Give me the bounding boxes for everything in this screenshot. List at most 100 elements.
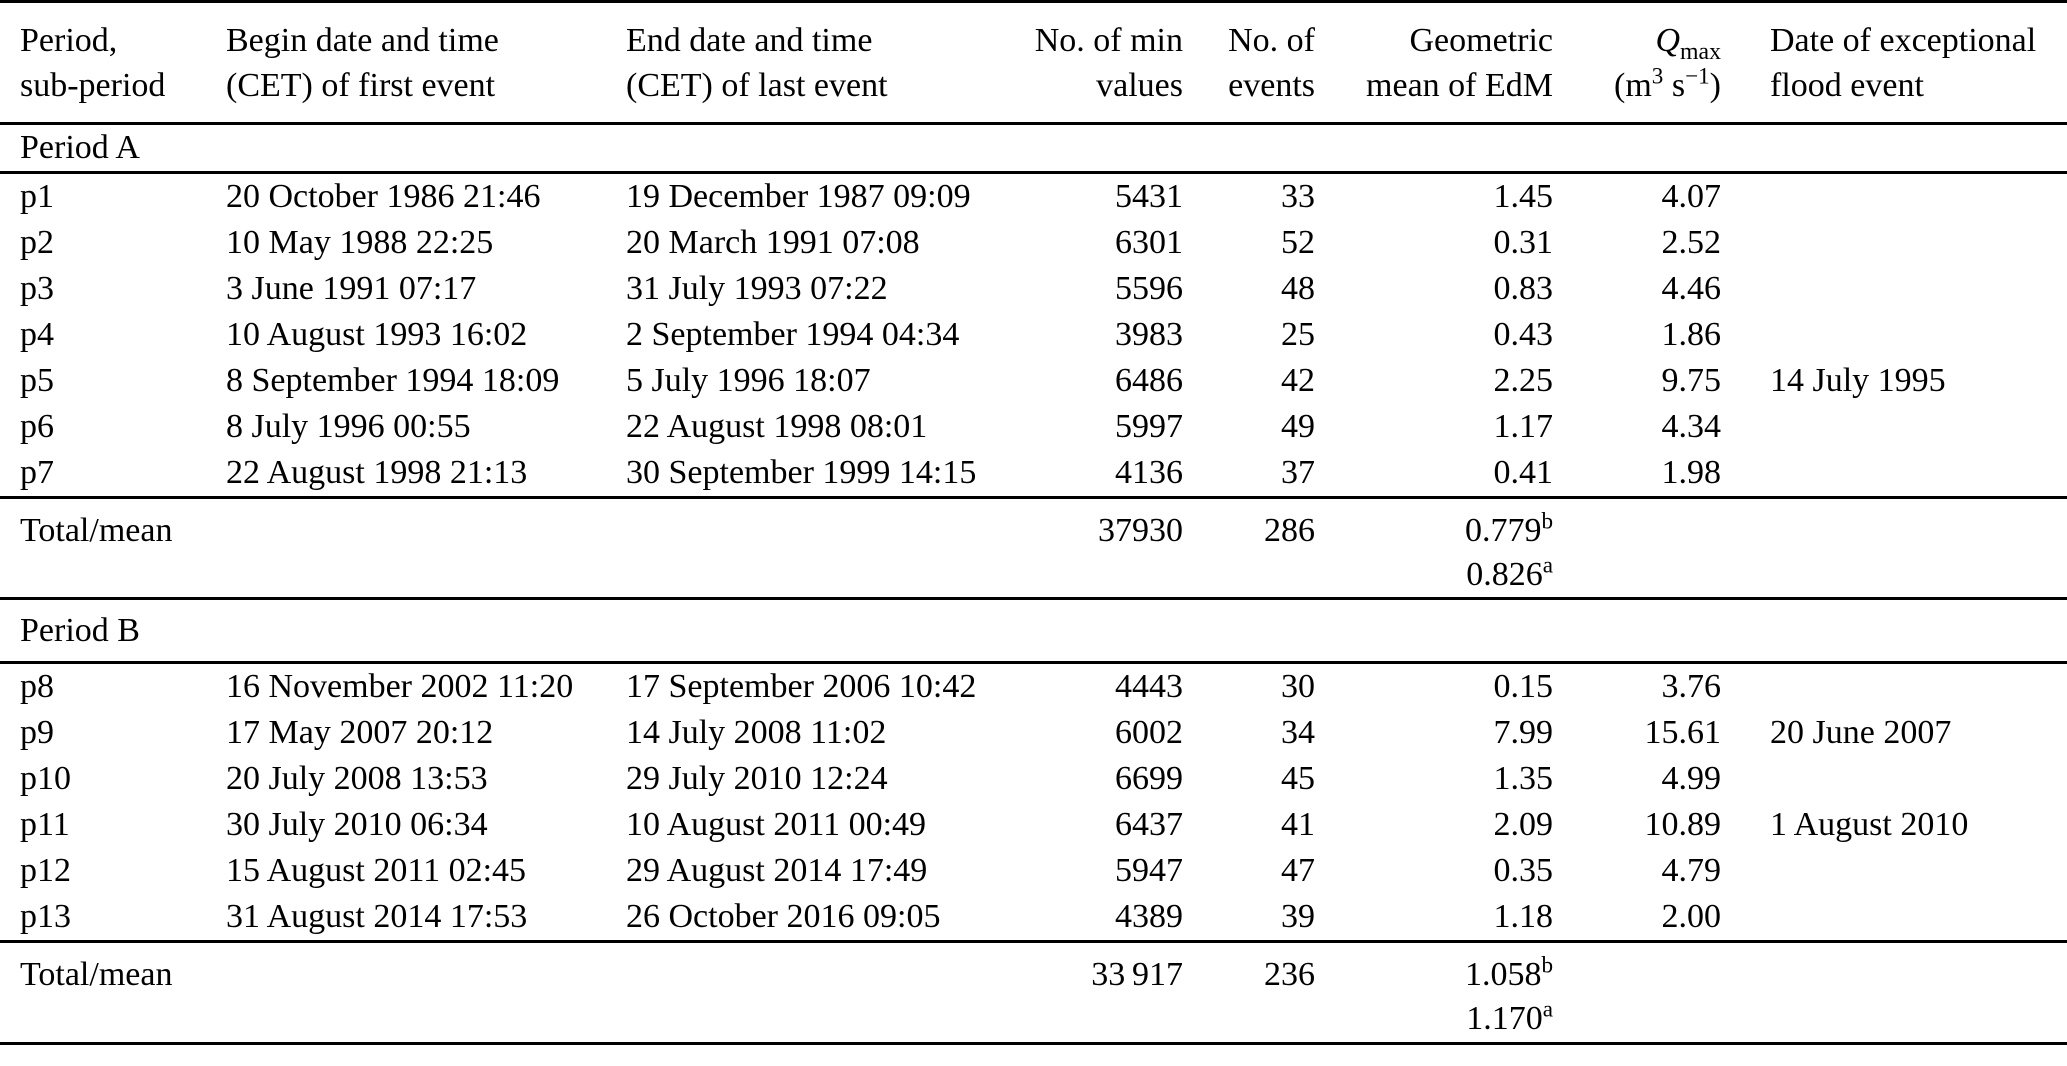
cell-end-date: 19 December 1987 09:09 bbox=[626, 178, 971, 215]
table-header: Period, sub-period Begin date and time (… bbox=[0, 2, 2067, 124]
cell-edm: 0.43 bbox=[1493, 316, 1554, 353]
cell-end-date: 17 September 2006 10:42 bbox=[626, 668, 977, 705]
cell-end-date: 5 July 1996 18:07 bbox=[626, 362, 871, 399]
cell-min-values: 4389 bbox=[1115, 898, 1183, 935]
total-edm-value-b: 1.058 bbox=[1464, 956, 1542, 993]
total-edm-line2: 1.170a bbox=[1316, 997, 1553, 1041]
qmax-unit-mid: s bbox=[1663, 66, 1686, 104]
section-title-period-a: Period A bbox=[20, 129, 140, 166]
cell-events: 47 bbox=[1281, 852, 1315, 889]
cell-period: p4 bbox=[20, 316, 54, 353]
cell-flood-date bbox=[1721, 663, 2067, 711]
total-qmax-cell bbox=[1553, 498, 1721, 599]
cell-period: p13 bbox=[20, 898, 71, 935]
cell-period: p10 bbox=[20, 760, 71, 797]
cell-flood-date bbox=[1721, 450, 2067, 498]
cell-qmax: 4.99 bbox=[1661, 760, 1722, 797]
cell-qmax: 4.79 bbox=[1661, 852, 1722, 889]
table-row: p10 20 July 2008 13:53 29 July 2010 12:2… bbox=[0, 756, 2067, 802]
cell-min-values: 5431 bbox=[1115, 178, 1183, 215]
total-edm-sup-b: b bbox=[1541, 952, 1553, 979]
table-row: p5 8 September 1994 18:09 5 July 1996 18… bbox=[0, 358, 2067, 404]
cell-events: 42 bbox=[1281, 362, 1315, 399]
qmax-unit-open: (m bbox=[1614, 66, 1652, 104]
cell-qmax: 9.75 bbox=[1661, 362, 1722, 399]
total-label: Total/mean bbox=[20, 512, 173, 549]
cell-events: 49 bbox=[1281, 408, 1315, 445]
cell-begin-date: 22 August 1998 21:13 bbox=[226, 454, 528, 491]
header-geometric-line2: mean of EdM bbox=[1366, 66, 1553, 104]
cell-flood-date bbox=[1721, 173, 2067, 221]
header-begin-line2: (CET) of first event bbox=[226, 66, 496, 104]
cell-edm: 1.35 bbox=[1493, 760, 1554, 797]
section-b-title: Period B bbox=[0, 599, 2067, 663]
total-flood-cell bbox=[1721, 498, 2067, 599]
table-row: p12 15 August 2011 02:45 29 August 2014 … bbox=[0, 848, 2067, 894]
cell-qmax: 4.34 bbox=[1661, 408, 1722, 445]
total-edm-line1: 0.779b bbox=[1316, 509, 1553, 553]
cell-period: p3 bbox=[20, 270, 54, 307]
cell-min-values: 4443 bbox=[1115, 668, 1183, 705]
cell-edm: 1.17 bbox=[1493, 408, 1554, 445]
total-label: Total/mean bbox=[20, 956, 173, 993]
cell-flood-date bbox=[1721, 894, 2067, 942]
total-min-values: 37930 bbox=[1098, 512, 1183, 549]
cell-min-values: 5596 bbox=[1115, 270, 1183, 307]
cell-end-date: 30 September 1999 14:15 bbox=[626, 454, 977, 491]
cell-min-values: 6301 bbox=[1115, 224, 1183, 261]
cell-min-values: 6699 bbox=[1115, 760, 1183, 797]
total-edm-sup-a: a bbox=[1542, 552, 1553, 579]
cell-min-values: 4136 bbox=[1115, 454, 1183, 491]
total-end-cell bbox=[625, 942, 1005, 1044]
table-row: p6 8 July 1996 00:55 22 August 1998 08:0… bbox=[0, 404, 2067, 450]
cell-begin-date: 17 May 2007 20:12 bbox=[226, 714, 494, 751]
table-row: p3 3 June 1991 07:17 31 July 1993 07:22 … bbox=[0, 266, 2067, 312]
qmax-symbol: Q bbox=[1655, 21, 1681, 59]
cell-qmax: 4.07 bbox=[1661, 178, 1722, 215]
cell-qmax: 2.52 bbox=[1661, 224, 1722, 261]
header-flood-line2: flood event bbox=[1770, 66, 1924, 104]
header-min-values-line2: values bbox=[1096, 66, 1183, 104]
table-row: p2 10 May 1988 22:25 20 March 1991 07:08… bbox=[0, 220, 2067, 266]
cell-min-values: 5947 bbox=[1115, 852, 1183, 889]
cell-edm: 1.45 bbox=[1493, 178, 1554, 215]
cell-begin-date: 16 November 2002 11:20 bbox=[226, 668, 574, 705]
cell-min-values: 3983 bbox=[1115, 316, 1183, 353]
total-edm-sup-b: b bbox=[1541, 508, 1553, 535]
cell-edm: 0.15 bbox=[1493, 668, 1554, 705]
header-period-line1: Period, bbox=[20, 21, 118, 59]
cell-period: p1 bbox=[20, 178, 54, 215]
qmax-subscript: max bbox=[1680, 38, 1721, 65]
cell-qmax: 10.89 bbox=[1644, 806, 1722, 843]
cell-period: p7 bbox=[20, 454, 54, 491]
section-title-period-b: Period B bbox=[20, 611, 140, 649]
cell-edm: 2.25 bbox=[1493, 362, 1554, 399]
header-flood-line1: Date of exceptional bbox=[1770, 21, 2037, 59]
section-title-row: Period A bbox=[0, 124, 2067, 173]
header-period-line2: sub-period bbox=[20, 66, 166, 104]
cell-qmax: 4.46 bbox=[1661, 270, 1722, 307]
header-events: No. of events bbox=[1183, 2, 1315, 124]
cell-period: p11 bbox=[20, 806, 70, 843]
cell-qmax: 1.98 bbox=[1661, 454, 1722, 491]
cell-min-values: 6002 bbox=[1115, 714, 1183, 751]
cell-period: p9 bbox=[20, 714, 54, 751]
total-qmax-cell bbox=[1553, 942, 1721, 1044]
cell-begin-date: 15 August 2011 02:45 bbox=[226, 852, 527, 889]
cell-events: 34 bbox=[1281, 714, 1315, 751]
header-row: Period, sub-period Begin date and time (… bbox=[0, 2, 2067, 124]
header-events-line1: No. of bbox=[1228, 21, 1315, 59]
cell-events: 30 bbox=[1281, 668, 1315, 705]
total-edm-value-a: 0.826 bbox=[1466, 556, 1543, 593]
cell-flood-date bbox=[1721, 404, 2067, 450]
table-row: p13 31 August 2014 17:53 26 October 2016… bbox=[0, 894, 2067, 942]
cell-begin-date: 10 August 1993 16:02 bbox=[226, 316, 528, 353]
header-geometric-mean: Geometric mean of EdM bbox=[1315, 2, 1553, 124]
cell-min-values: 5997 bbox=[1115, 408, 1183, 445]
total-flood-cell bbox=[1721, 942, 2067, 1044]
total-edm-value-b: 0.779 bbox=[1464, 512, 1542, 549]
table-row: p7 22 August 1998 21:13 30 September 199… bbox=[0, 450, 2067, 498]
header-min-values-line1: No. of min bbox=[1034, 21, 1183, 59]
